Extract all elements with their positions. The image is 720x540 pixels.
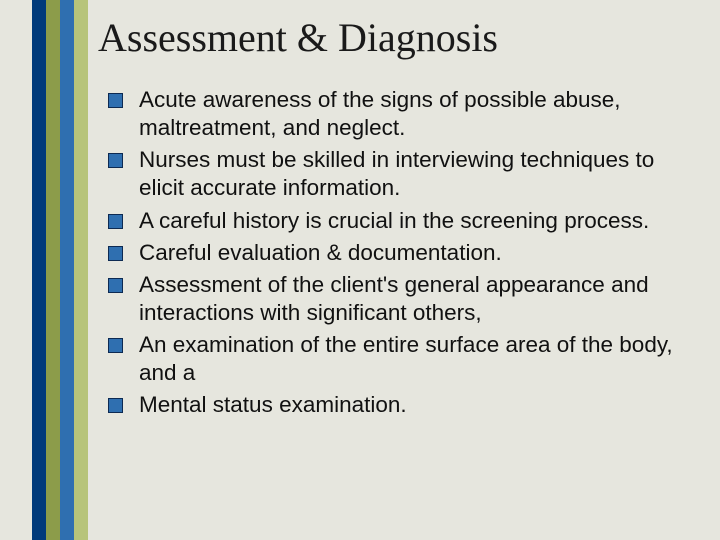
list-item-text: Nurses must be skilled in interviewing t… [139,146,700,202]
list-item-text: Acute awareness of the signs of possible… [139,86,700,142]
slide-title: Assessment & Diagnosis [98,14,498,61]
accent-stripe [74,0,88,540]
list-item-text: Careful evaluation & documentation. [139,239,502,267]
bullet-icon [108,398,123,413]
list-item-text: A careful history is crucial in the scre… [139,207,649,235]
bullet-icon [108,214,123,229]
list-item-text: Assessment of the client's general appea… [139,271,700,327]
list-item: An examination of the entire surface are… [108,331,700,387]
bullet-icon [108,153,123,168]
list-item: Nurses must be skilled in interviewing t… [108,146,700,202]
list-item-text: Mental status examination. [139,391,407,419]
bullet-icon [108,338,123,353]
list-item: Assessment of the client's general appea… [108,271,700,327]
list-item: Acute awareness of the signs of possible… [108,86,700,142]
slide: Assessment & Diagnosis Acute awareness o… [0,0,720,540]
bullet-icon [108,278,123,293]
list-item: Mental status examination. [108,391,700,419]
accent-stripe [46,0,60,540]
list-item: Careful evaluation & documentation. [108,239,700,267]
bullet-icon [108,93,123,108]
list-item-text: An examination of the entire surface are… [139,331,700,387]
slide-body: Acute awareness of the signs of possible… [108,86,700,423]
accent-stripe [60,0,74,540]
list-item: A careful history is crucial in the scre… [108,207,700,235]
accent-stripe [32,0,46,540]
bullet-icon [108,246,123,261]
